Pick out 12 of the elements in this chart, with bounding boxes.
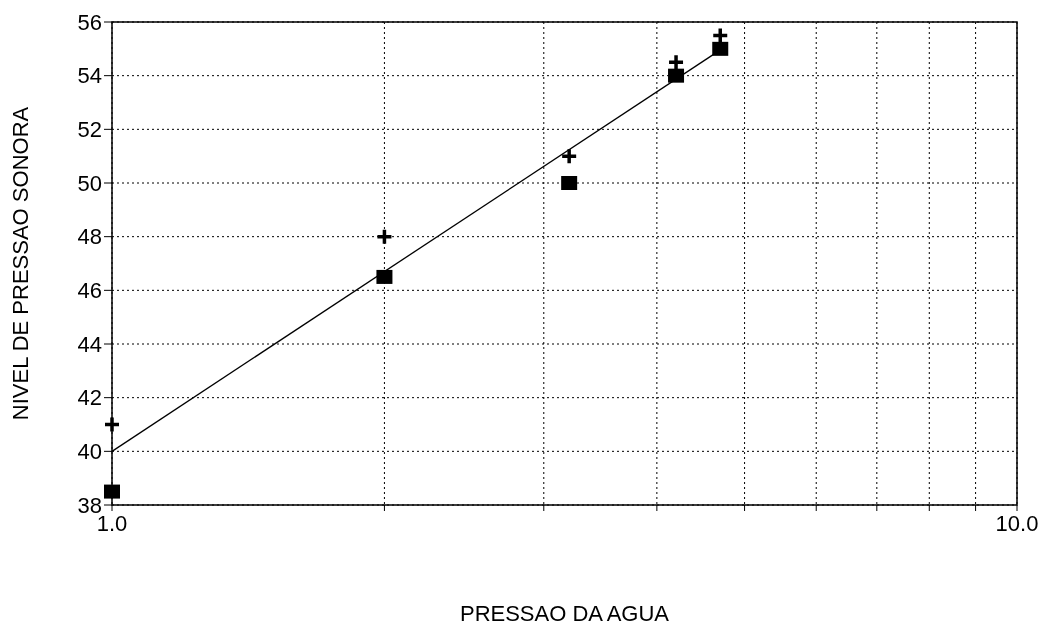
x-axis-title: PRESSAO DA AGUA <box>459 601 670 626</box>
y-tick-label: 46 <box>77 278 102 304</box>
y-tick-label: 54 <box>77 63 102 89</box>
x-tick-label: 10.0 <box>995 511 1039 536</box>
y-tick-label: 44 <box>77 331 102 357</box>
y-tick-label: 48 <box>77 224 102 250</box>
y-axis-title: NIVEL DE PRESSAO SONORA <box>8 106 33 421</box>
y-tick-label: 42 <box>77 385 102 411</box>
y-tick-label: 50 <box>77 170 102 196</box>
y-tick-label: 40 <box>77 439 102 465</box>
y-tick-label: 52 <box>77 117 102 143</box>
y-tick-label: 56 <box>77 9 102 35</box>
